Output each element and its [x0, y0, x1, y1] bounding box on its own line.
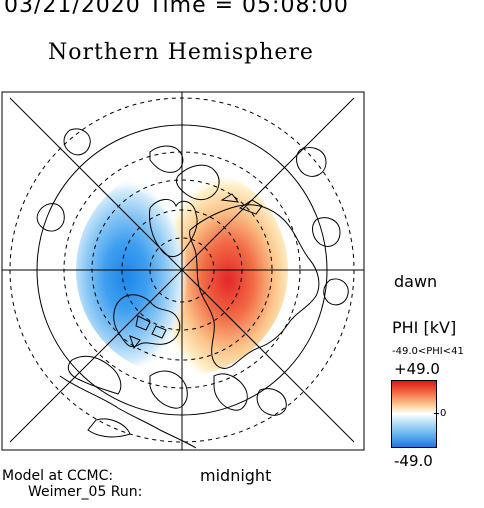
dawn-label: dawn	[394, 272, 438, 291]
colorbar-zero-label: 0	[440, 408, 447, 419]
midnight-label: midnight	[200, 466, 272, 485]
polar-map	[1, 91, 365, 451]
meridian-lines	[2, 92, 364, 450]
colorbar	[391, 380, 437, 448]
coastlines	[36, 128, 349, 449]
potential-pattern	[76, 172, 288, 376]
dusk-cell	[76, 178, 188, 374]
run-label: Weimer_05 Run:	[28, 484, 143, 500]
model-label: Model at CCMC:	[2, 468, 114, 484]
colorbar-zero-tick	[434, 413, 439, 414]
date-time-label: 03/21/2020 Time = 05:08:00	[4, 0, 349, 18]
plot-title: Northern Hemisphere	[48, 40, 314, 65]
dawn-cell	[156, 172, 288, 376]
colorbar-range-label: -49.0<PHI<41	[392, 346, 464, 357]
colorbar-quantity-label: PHI [kV]	[392, 318, 457, 337]
colorbar-min-label: -49.0	[394, 452, 433, 470]
colorbar-max-label: +49.0	[394, 360, 440, 378]
